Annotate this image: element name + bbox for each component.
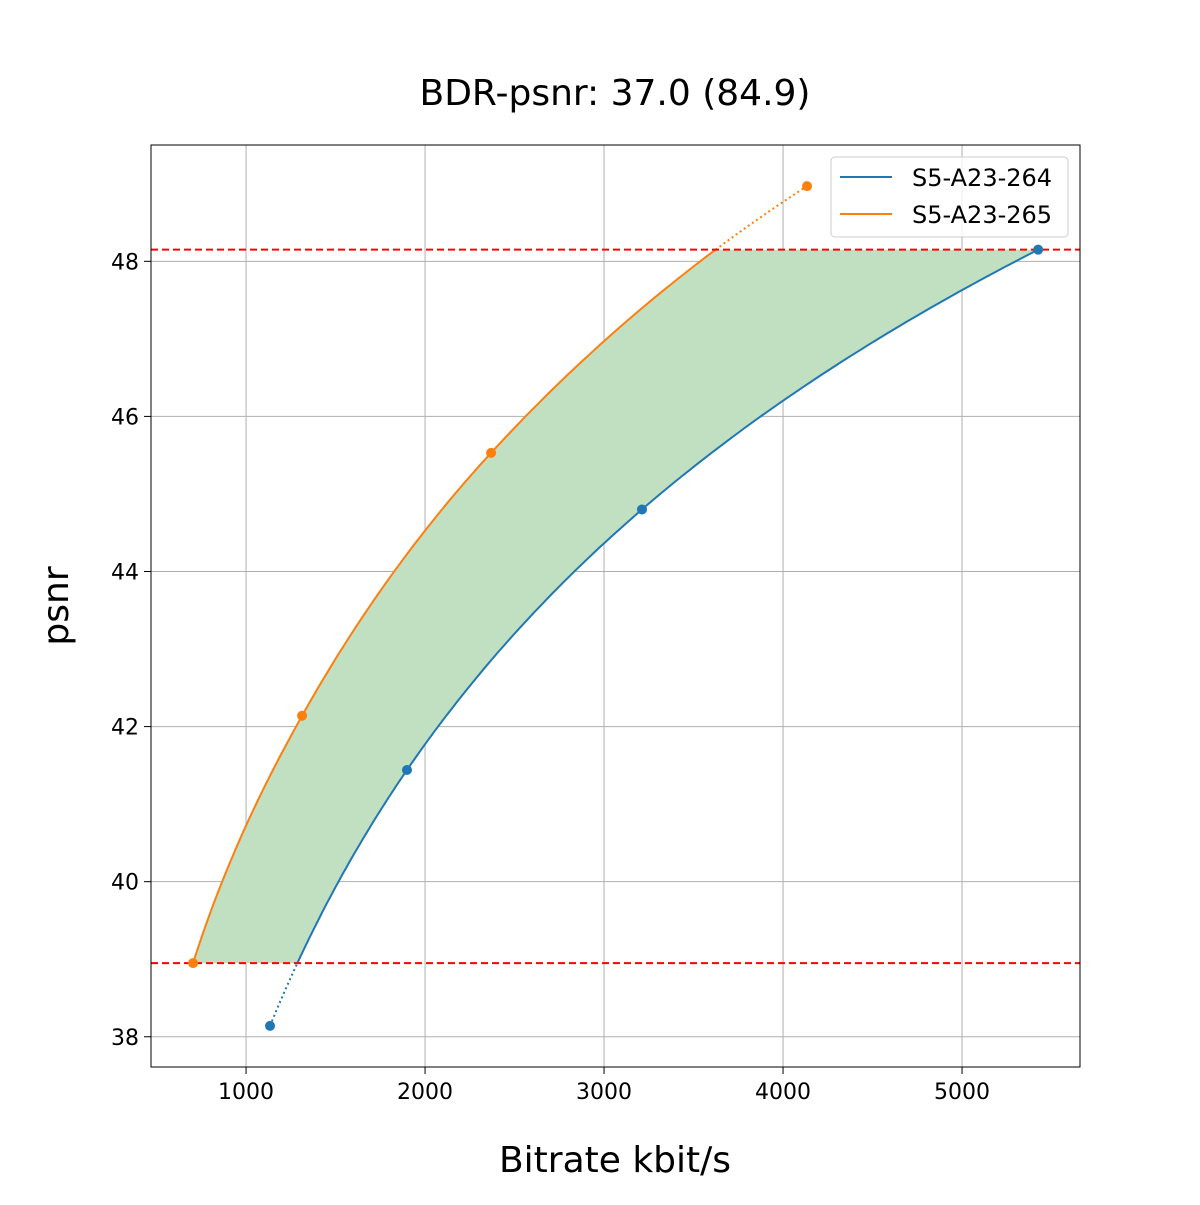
x-tick-label: 1000 xyxy=(218,1080,274,1105)
plot-frame xyxy=(150,144,1081,1068)
y-tick-label: 40 xyxy=(111,871,139,896)
y-tick-label: 42 xyxy=(111,716,139,741)
data-point xyxy=(486,447,497,458)
series-extrapolation-1 xyxy=(715,185,808,251)
data-point xyxy=(265,1020,276,1031)
data-point xyxy=(297,710,308,721)
y-tick-label: 38 xyxy=(111,1026,139,1051)
legend-label-265: S5-A23-265 xyxy=(912,201,1052,229)
legend-label-264: S5-A23-264 xyxy=(912,164,1052,192)
series-line-1 xyxy=(192,248,717,964)
series-line-0 xyxy=(296,248,1039,964)
y-tick-label: 48 xyxy=(111,250,139,275)
data-point xyxy=(636,504,647,515)
data-point xyxy=(401,765,412,776)
x-tick-label: 2000 xyxy=(397,1080,453,1105)
legend: S5-A23-264 S5-A23-265 xyxy=(830,156,1069,238)
chart-title: BDR-psnr: 37.0 (84.9) xyxy=(420,73,811,114)
data-point xyxy=(188,958,199,969)
data-point xyxy=(1033,244,1044,255)
x-axis-label: Bitrate kbit/s xyxy=(499,1140,731,1181)
y-tick-label: 46 xyxy=(111,405,139,430)
x-tick-label: 5000 xyxy=(934,1080,990,1105)
fill-between-area xyxy=(193,249,1039,964)
x-tick-label: 3000 xyxy=(576,1080,632,1105)
series-extrapolation-0 xyxy=(269,962,299,1027)
x-tick-label: 4000 xyxy=(755,1080,811,1105)
y-axis-label: psnr xyxy=(36,566,77,645)
y-tick-label: 44 xyxy=(111,560,139,585)
data-point xyxy=(802,181,813,192)
